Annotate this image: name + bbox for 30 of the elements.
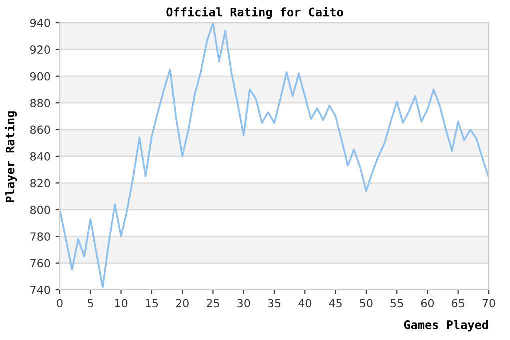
x-tick-label: 55 <box>390 299 404 308</box>
y-tick-label: 900 <box>30 72 50 81</box>
x-tick-label: 30 <box>238 299 250 308</box>
y-tick-label: 880 <box>30 99 50 108</box>
x-tick-label: 50 <box>360 299 373 308</box>
x-tick-label: 70 <box>482 299 496 308</box>
y-tick-label: 740 <box>30 286 50 294</box>
y-tick-label: 920 <box>30 46 50 54</box>
x-tick-label: 60 <box>421 299 434 308</box>
x-tick-label: 25 <box>206 299 220 308</box>
y-tick-label: 860 <box>30 126 50 134</box>
y-tick-label: 840 <box>30 152 50 161</box>
x-tick-label: 5 <box>88 299 94 308</box>
x-axis-title: Games Played <box>404 320 488 332</box>
x-tick-label: 65 <box>452 299 464 308</box>
y-tick-label: 760 <box>30 259 50 268</box>
y-tick-label: 820 <box>30 179 50 188</box>
x-tick-label: 35 <box>268 299 281 308</box>
y-tick-label: 780 <box>30 232 50 241</box>
y-tick-label: 940 <box>30 18 50 28</box>
x-tick-label: 20 <box>176 299 189 308</box>
x-tick-label: 15 <box>146 299 158 308</box>
x-tick-label: 45 <box>329 299 342 308</box>
x-tick-label: 0 <box>57 299 63 308</box>
line-series <box>60 23 489 288</box>
chart-title: Official Rating for Caito <box>166 6 344 20</box>
x-tick-label: 40 <box>298 299 312 308</box>
y-tick-label: 800 <box>30 206 50 214</box>
y-axis-title: Player Rating <box>4 112 18 202</box>
x-tick-label: 10 <box>115 299 128 308</box>
